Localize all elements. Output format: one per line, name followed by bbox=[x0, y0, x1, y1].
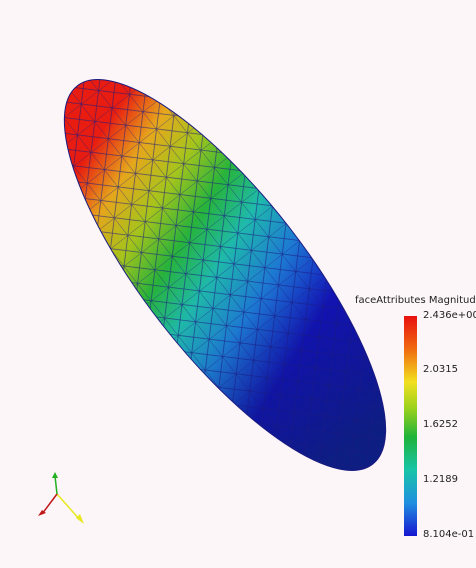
legend-tick-2: 2.0315 bbox=[423, 364, 458, 375]
legend-tick-4: 1.2189 bbox=[423, 474, 458, 485]
color-legend-title: faceAttributes Magnitude bbox=[355, 295, 476, 306]
legend-tick-3: 1.6252 bbox=[423, 419, 458, 430]
legend-tick-min: 8.104e-01 bbox=[423, 529, 475, 540]
color-legend-bar bbox=[404, 316, 417, 536]
legend-tick-max: 2.436e+00 bbox=[423, 310, 476, 321]
ellipsoid-outline bbox=[63, 79, 387, 471]
orientation-axes bbox=[38, 472, 84, 524]
